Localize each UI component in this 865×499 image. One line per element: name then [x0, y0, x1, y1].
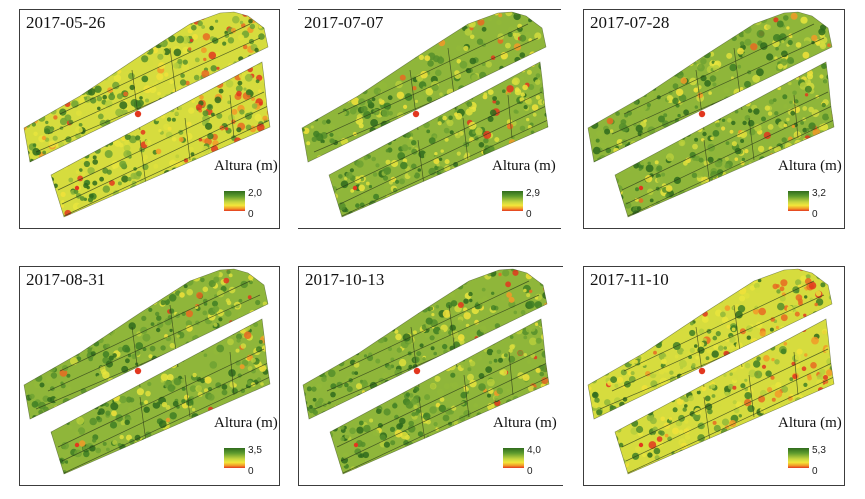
- hot-spot: [412, 110, 420, 118]
- legend-title: Altura (m): [492, 158, 556, 174]
- field-block-north: [588, 12, 832, 162]
- legend-title: Altura (m): [214, 158, 278, 174]
- legend-min-value: 0: [526, 209, 532, 220]
- hot-spot: [638, 442, 644, 448]
- plot-boundaries: [35, 280, 270, 474]
- field-block-north: [588, 269, 832, 419]
- field-block-south: [615, 62, 834, 217]
- field-height-map: [23, 268, 271, 475]
- legend-max-value: 3,5: [248, 445, 262, 456]
- hot-spot: [698, 367, 706, 375]
- field-block-north: [24, 269, 268, 419]
- field-height-map: [587, 11, 835, 218]
- legend-color-ramp: [788, 191, 809, 211]
- legend-min-value: 0: [812, 466, 818, 477]
- legend-color-ramp: [224, 448, 245, 468]
- legend-min-value: 0: [812, 209, 818, 220]
- panel-date: 2017-10-13: [305, 270, 385, 289]
- legend-min-value: 0: [527, 466, 533, 477]
- map-panel-2: 2017-07-07 Altura (m) 2,9 0: [298, 9, 561, 229]
- hot-spot: [74, 442, 80, 448]
- legend-min-value: 0: [248, 466, 254, 477]
- map-panel-3: 2017-07-28 Altura (m) 3,2 0: [583, 9, 845, 229]
- legend-max-value: 2,9: [526, 188, 540, 199]
- legend-color-ramp: [503, 448, 524, 468]
- field-block-south: [51, 319, 270, 474]
- field-block-south: [615, 319, 834, 474]
- hot-spot: [74, 185, 80, 191]
- legend-title: Altura (m): [214, 415, 278, 431]
- legend-max-value: 2,0: [248, 188, 262, 199]
- legend-title: Altura (m): [778, 415, 842, 431]
- legend-color-ramp: [224, 191, 245, 211]
- legend-title: Altura (m): [778, 158, 842, 174]
- legend-max-value: 5,3: [812, 445, 826, 456]
- map-panel-4: 2017-08-31 Altura (m) 3,5 0: [19, 266, 280, 486]
- hot-spot: [134, 367, 142, 375]
- map-panel-6: 2017-11-10 Altura (m) 5,3 0: [583, 266, 845, 486]
- hot-spot: [352, 185, 358, 191]
- panel-date: 2017-11-10: [590, 270, 669, 289]
- field-height-map: [302, 268, 550, 475]
- map-panel-5: 2017-10-13 Altura (m) 4,0 0: [298, 266, 563, 486]
- panel-date: 2017-08-31: [26, 270, 106, 289]
- legend-max-value: 3,2: [812, 188, 826, 199]
- legend-color-ramp: [502, 191, 523, 211]
- plot-boundaries: [313, 23, 548, 217]
- map-panel-1: 2017-05-26 Altura (m) 2,0 0: [19, 9, 280, 229]
- hot-spot: [638, 185, 644, 191]
- hot-spot: [134, 110, 142, 118]
- legend-title: Altura (m): [493, 415, 557, 431]
- panel-date: 2017-05-26: [26, 13, 106, 32]
- hot-spot: [698, 110, 706, 118]
- hot-spot: [413, 367, 421, 375]
- field-height-map: [587, 268, 835, 475]
- panel-date: 2017-07-07: [304, 13, 384, 32]
- field-height-map: [23, 11, 271, 218]
- panel-date: 2017-07-28: [590, 13, 670, 32]
- hot-spot: [353, 442, 359, 448]
- legend-min-value: 0: [248, 209, 254, 220]
- field-height-map: [301, 11, 549, 218]
- legend-max-value: 4,0: [527, 445, 541, 456]
- legend-color-ramp: [788, 448, 809, 468]
